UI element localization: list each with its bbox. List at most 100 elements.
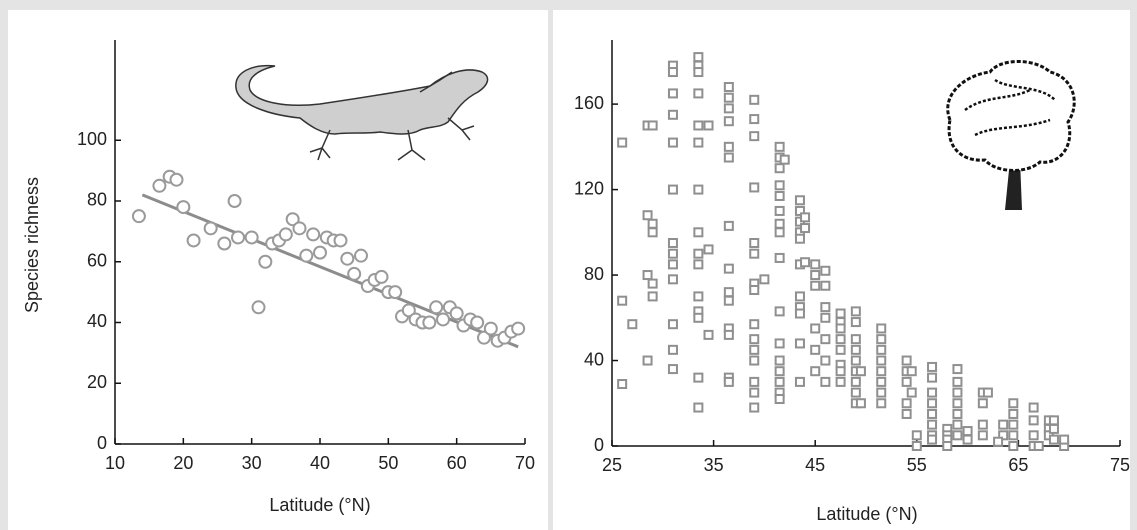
point xyxy=(901,408,912,419)
point xyxy=(927,408,938,419)
point xyxy=(800,223,811,234)
point xyxy=(774,190,785,201)
x-tick-label: 55 xyxy=(907,455,927,475)
point xyxy=(911,441,922,451)
point xyxy=(693,291,704,302)
point xyxy=(131,209,146,224)
point xyxy=(627,319,638,330)
point xyxy=(1008,441,1019,451)
point xyxy=(693,120,704,131)
point xyxy=(723,103,734,114)
point xyxy=(952,364,963,375)
point xyxy=(258,254,273,269)
point xyxy=(774,163,785,174)
point xyxy=(299,248,314,263)
point xyxy=(647,278,658,289)
point xyxy=(285,212,300,227)
point xyxy=(774,393,785,404)
point xyxy=(906,366,917,377)
point xyxy=(703,244,714,255)
point xyxy=(774,366,785,377)
point xyxy=(152,178,167,193)
point xyxy=(1008,419,1019,430)
y-tick-label: 100 xyxy=(77,129,107,149)
point xyxy=(876,366,887,377)
point xyxy=(477,330,491,345)
point xyxy=(977,398,988,409)
point xyxy=(693,372,704,383)
point xyxy=(749,319,760,330)
x-tick-label: 10 xyxy=(105,453,125,473)
point xyxy=(647,227,658,238)
point xyxy=(927,372,938,383)
x-tick-label: 75 xyxy=(1110,455,1130,475)
x-tick-label: 70 xyxy=(515,453,535,473)
point xyxy=(1008,430,1019,441)
point xyxy=(800,212,811,223)
point xyxy=(667,67,678,78)
point xyxy=(227,193,242,208)
point xyxy=(774,141,785,152)
point xyxy=(850,334,861,345)
point xyxy=(906,387,917,398)
point xyxy=(794,338,805,349)
point xyxy=(511,321,526,336)
point xyxy=(723,263,734,274)
point xyxy=(647,120,658,131)
point xyxy=(810,280,821,291)
point xyxy=(401,303,416,318)
point xyxy=(850,387,861,398)
point xyxy=(1028,402,1039,413)
point xyxy=(693,227,704,238)
point xyxy=(774,180,785,191)
x-tick-label: 25 xyxy=(602,455,622,475)
point xyxy=(1033,441,1044,451)
point xyxy=(693,259,704,270)
point xyxy=(1008,398,1019,409)
y-tick-label: 120 xyxy=(574,178,604,198)
point xyxy=(723,82,734,93)
point xyxy=(1059,434,1070,445)
point xyxy=(667,109,678,120)
y-tick-label: 60 xyxy=(87,250,107,270)
point xyxy=(749,285,760,296)
point xyxy=(794,308,805,319)
point xyxy=(774,338,785,349)
point xyxy=(429,300,444,315)
x-axis-label: Latitude (°N) xyxy=(269,495,370,515)
point xyxy=(952,430,963,441)
point xyxy=(835,308,846,319)
point xyxy=(703,120,714,131)
point xyxy=(203,221,218,236)
point xyxy=(962,434,973,445)
point xyxy=(876,387,887,398)
point xyxy=(667,319,678,330)
point xyxy=(927,361,938,372)
x-tick-label: 45 xyxy=(805,455,825,475)
point xyxy=(774,252,785,263)
y-tick-label: 40 xyxy=(87,311,107,331)
point xyxy=(850,355,861,366)
point xyxy=(774,227,785,238)
point xyxy=(693,402,704,413)
x-tick-label: 20 xyxy=(173,453,193,473)
point xyxy=(876,323,887,334)
point xyxy=(749,402,760,413)
point xyxy=(952,376,963,387)
point xyxy=(642,270,653,281)
point xyxy=(749,344,760,355)
point xyxy=(749,248,760,259)
point xyxy=(911,430,922,441)
point xyxy=(422,315,437,330)
point xyxy=(876,334,887,345)
x-tick-label: 40 xyxy=(310,453,330,473)
point xyxy=(1028,430,1039,441)
point xyxy=(998,430,1009,441)
point xyxy=(800,257,811,268)
point xyxy=(667,88,678,99)
x-axis-label: Latitude (°N) xyxy=(816,504,917,524)
point xyxy=(835,344,846,355)
point xyxy=(340,251,355,266)
